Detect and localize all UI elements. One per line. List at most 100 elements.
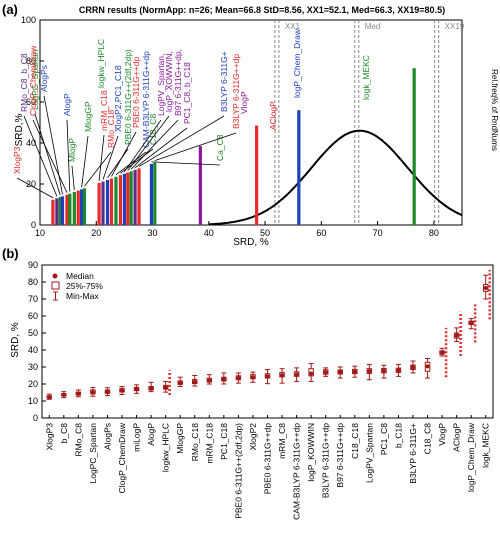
annotation-label: LogPV_Spartan, — [156, 54, 166, 116]
annotation-arrow — [107, 148, 129, 179]
y-tick-label: 40 — [26, 138, 36, 148]
annotation-arrow — [124, 119, 162, 172]
annotation-arrow — [151, 161, 221, 166]
annotation-label: PBE0 6-311G++(2df,2dp) — [123, 49, 133, 145]
legend-range-label: Min-Max — [66, 291, 99, 301]
annotation-arrow — [138, 115, 225, 167]
median-point — [381, 368, 386, 373]
bar — [153, 162, 157, 225]
annotation-label: RMo_C18 — [106, 109, 116, 148]
y-tick-label: 50 — [28, 328, 38, 338]
bar — [133, 169, 137, 225]
annotation-label: logkw_HPLC — [96, 39, 106, 88]
x-tick-label: XlogP3 — [44, 423, 54, 451]
bar — [105, 179, 110, 225]
annotation-arrow — [134, 127, 188, 169]
annotation-arrow — [154, 132, 237, 162]
annotation-arrow — [102, 135, 119, 180]
x-tick-label: logkw_HPLC — [161, 423, 171, 472]
bar — [55, 198, 59, 225]
x-tick-label: VlogP — [437, 423, 447, 446]
x-tick-label: B3LYP 6-311G++dp — [321, 423, 331, 498]
x-tick-label: MlogGP — [175, 423, 185, 454]
bar — [101, 181, 105, 225]
median-point — [192, 379, 197, 384]
median-point — [309, 371, 314, 376]
median-point — [134, 387, 139, 392]
y-tick-label: 40 — [28, 345, 38, 355]
median-point — [323, 370, 328, 375]
annotation-arrow — [34, 113, 61, 196]
bar — [80, 189, 84, 225]
x-tick-label: LogPC_Spartan — [88, 423, 98, 484]
annotation-arrow — [115, 151, 147, 176]
x-tick-label: AClogP — [452, 423, 462, 452]
y-tick-label: 30 — [28, 362, 38, 372]
x-tick-label: 60 — [316, 228, 326, 238]
annotation-label: RMo_C8_b_C8 — [19, 53, 29, 112]
median-point — [90, 390, 95, 395]
median-point — [294, 372, 299, 377]
x-tick-label: 80 — [429, 228, 439, 238]
legend-median-label: Median — [66, 271, 94, 281]
panel-b-label: (b) — [2, 246, 19, 261]
annotation-label: B3LYP 6-311G+ — [219, 51, 229, 112]
x-tick-label: PBE0 6-311G++dp — [263, 423, 273, 494]
annotation-label: AlogPs — [39, 65, 49, 92]
bar — [149, 163, 154, 225]
annotation-label: PBE0 6-311G++dp — [131, 57, 141, 128]
annotation-arrow — [127, 115, 170, 171]
annotation-arrow — [130, 119, 179, 170]
chart-b-plot-frame — [41, 264, 494, 419]
bar — [76, 190, 80, 225]
bar — [58, 197, 62, 225]
annotation-label: C18_C8 — [148, 114, 158, 145]
median-point — [47, 395, 52, 400]
legend-iqr-marker — [51, 281, 60, 290]
annotation-label: logP_Chem_Draw — [292, 28, 302, 98]
x-tick-label: C18_C18 — [350, 423, 360, 459]
chart-b: SRD, % 0 10 20 30 40 50 60 70 80 90 XlogP3 b_C8 RMo_… — [10, 260, 494, 520]
x-tick-label: PC1_C8 — [379, 423, 389, 455]
x-tick-label: PBE0 6-311G++(2df,2dp) — [233, 423, 243, 519]
bar — [82, 188, 87, 225]
median-point — [163, 385, 168, 390]
threshold-label: XX19 — [445, 22, 465, 31]
legend-median-marker — [52, 273, 58, 279]
annotation-arrow — [43, 95, 63, 195]
x-tick-label: CAM-B3LYP 6-311G++dp — [292, 423, 302, 520]
y-tick-label: 80 — [28, 277, 38, 287]
annotation-arrow — [98, 134, 105, 182]
x-tick-label: B3LYP 6-311G+ — [408, 423, 418, 484]
median-point — [149, 386, 154, 391]
median-point — [76, 391, 81, 396]
y-tick-label: 90 — [28, 260, 38, 270]
median-point — [425, 364, 430, 369]
chart-b-y-axis-label: SRD, % — [10, 322, 21, 358]
median-point — [410, 365, 415, 370]
y-tick-label: 10 — [28, 396, 38, 406]
x-tick-label: C18_C8 — [423, 423, 433, 454]
bar — [72, 191, 76, 225]
x-tick-label: logP_KOWWIN — [306, 423, 316, 482]
panel-a-label: (a) — [2, 2, 18, 17]
annotation-label: CAM-B3LYP 6-311G++dp — [141, 51, 151, 148]
annotation-label: mRM_C18 — [99, 90, 109, 131]
annotation-arrow — [23, 115, 58, 197]
bar — [97, 182, 101, 225]
x-tick-label: ClogP_ChemDraw — [117, 422, 127, 493]
bar — [198, 146, 202, 225]
annotation-arrow — [32, 119, 68, 193]
bar — [129, 171, 133, 225]
median-point — [338, 370, 343, 375]
median-point — [105, 389, 110, 394]
annotation-label: LogPC_Spartan — [30, 49, 40, 110]
annotation-label: XlogP3 — [12, 146, 22, 174]
annotation-label: B97 6-311G++dp, — [173, 49, 183, 116]
x-tick-label: b_C18 — [393, 423, 403, 448]
median-point — [250, 375, 255, 380]
median-point — [178, 381, 183, 386]
x-tick-label: B97 6-311G++dp — [335, 423, 345, 488]
bar — [65, 194, 69, 225]
x-tick-label: AlogP — [146, 423, 156, 446]
